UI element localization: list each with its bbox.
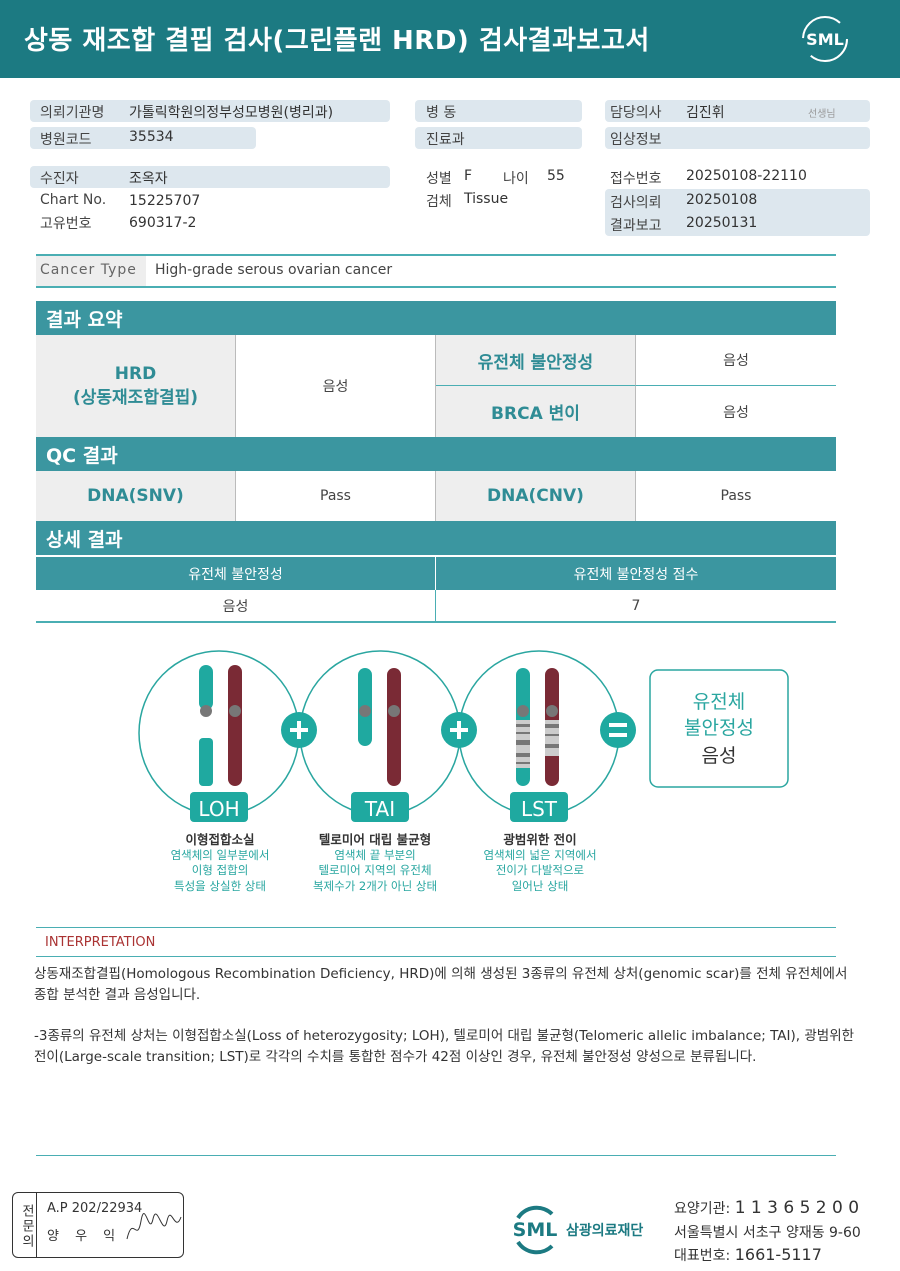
- org-phone: 대표번호: 1661-5117: [674, 1245, 822, 1264]
- hrd-value: 음성: [236, 335, 436, 437]
- brca-value: 음성: [723, 404, 749, 421]
- specimen-value: Tissue: [464, 191, 509, 207]
- receipt-label: 접수번호: [610, 171, 662, 187]
- institution-code: 요양기관: 1 1 3 6 5 2 0 0: [674, 1198, 860, 1218]
- genomic-instability-label: 유전체 불안정성: [436, 335, 636, 386]
- cnv-value: Pass: [720, 488, 752, 504]
- interpretation-paragraph: 상동재조합결핍(Homologous Recombination Deficie…: [34, 966, 848, 1003]
- loh-ellipse: [138, 650, 300, 816]
- institution-label: 의뢰기관명: [40, 105, 105, 121]
- age-value: 55: [547, 168, 565, 184]
- equals-icon: [600, 712, 636, 748]
- interpretation-body: 상동재조합결핍(Homologous Recombination Deficie…: [34, 964, 864, 1068]
- institution-value: 가톨릭학원의정부성모병원(병리과): [129, 105, 334, 121]
- loh-tag: LOH: [190, 792, 248, 822]
- svg-text:SML: SML: [806, 30, 844, 49]
- report-date-label: 결과보고: [610, 218, 662, 234]
- svg-text:SML: SML: [513, 1219, 558, 1241]
- patient-value: 조옥자: [129, 171, 168, 187]
- qc-section-title: QC 결과: [36, 437, 836, 471]
- age-label: 나이: [503, 171, 529, 187]
- pathologist-name: 양 우 익: [47, 1229, 122, 1244]
- snv-value: Pass: [236, 471, 436, 521]
- stamp-label: 전문의: [13, 1193, 37, 1257]
- result-line2: 불안정성: [684, 717, 754, 739]
- detail-value-score: 7: [436, 590, 836, 623]
- interpretation-paragraph: -3종류의 유전체 상처는 이형접합소실(Loss of heterozygos…: [34, 1028, 855, 1065]
- clinical-label: 임상정보: [610, 132, 662, 148]
- lst-tag: LST: [510, 792, 568, 822]
- hrd-label: HRD (상동재조합결핍): [36, 335, 236, 437]
- hospital-code-value: 35534: [129, 129, 174, 145]
- cancer-type-row: Cancer Type High-grade serous ovarian ca…: [36, 254, 836, 288]
- detail-value-gi: 음성: [36, 590, 436, 623]
- report-date-value: 20250131: [686, 215, 758, 231]
- sex-label: 성별: [426, 171, 452, 187]
- signature-icon: [126, 1213, 182, 1240]
- summary-section-title: 결과 요약: [36, 301, 836, 335]
- doctor-value: 김진휘: [686, 105, 725, 121]
- doctor-suffix: 선생님: [808, 109, 836, 120]
- org-name: 삼광의료재단: [566, 1223, 644, 1239]
- lst-description: 광범위한 전이 염색체의 넓은 지역에서 전이가 다발적으로 일어난 상태: [483, 832, 597, 893]
- hrd-diagram: 유전체 불안정성 음성 LOH TAI LST: [138, 650, 789, 822]
- plus-icon: [281, 712, 317, 748]
- ap-number: A.P 202/22934: [47, 1201, 143, 1216]
- cnv-label: DNA(CNV): [436, 471, 636, 521]
- doctor-label: 담당의사: [610, 105, 662, 121]
- loh-chromosomes-icon: [199, 665, 242, 786]
- plus-icon: [441, 712, 477, 748]
- org-address: 서울특별시 서초구 양재동 9-60: [674, 1225, 861, 1241]
- request-value: 20250108: [686, 192, 758, 208]
- patient-label: 수진자: [40, 171, 79, 187]
- svg-text:TAI: TAI: [364, 797, 395, 821]
- specimen-label: 검체: [426, 194, 452, 210]
- pathologist-stamp: 전문의 A.P 202/22934 양 우 익: [12, 1192, 184, 1258]
- id-value: 690317-2: [129, 215, 197, 231]
- sml-org-logo-icon: SML: [513, 1205, 558, 1255]
- detail-header-gi: 유전체 불안정성: [36, 556, 436, 590]
- detail-section-title: 상세 결과: [36, 521, 836, 555]
- report-header: 상동 재조합 결핍 검사(그린플랜 HRD) 검사결과보고서 SML: [0, 0, 900, 78]
- dept-label: 진료과: [426, 132, 465, 148]
- genomic-instability-value: 음성: [636, 335, 836, 386]
- sex-value: F: [464, 168, 473, 184]
- lst-ellipse: [458, 650, 620, 816]
- tai-tag: TAI: [351, 792, 409, 822]
- tai-description: 텔로미어 대립 불균형 염색체 끝 부분의 텔로미어 지역의 유전체 복제수가 2개가…: [312, 832, 438, 893]
- id-label: 고유번호: [40, 216, 92, 232]
- interpretation-title: INTERPRETATION: [45, 935, 156, 950]
- receipt-value: 20250108-22110: [686, 168, 807, 184]
- lst-chromosomes-icon: [516, 668, 559, 786]
- chart-label: Chart No.: [40, 192, 107, 208]
- snv-label: DNA(SNV): [36, 471, 236, 521]
- sml-logo-icon: SML: [802, 16, 848, 62]
- result-line1: 유전체: [693, 691, 745, 713]
- tai-chromosomes-icon: [358, 668, 401, 786]
- chart-value: 15225707: [129, 193, 201, 209]
- svg-text:LOH: LOH: [198, 797, 239, 821]
- detail-header-score: 유전체 불안정성 점수: [436, 556, 836, 590]
- hospital-code-label: 병원코드: [40, 132, 92, 148]
- ward-label: 병 동: [426, 105, 457, 121]
- svg-text:LST: LST: [521, 797, 558, 821]
- cancer-type-value: High-grade serous ovarian cancer: [155, 262, 393, 278]
- request-label: 검사의뢰: [610, 195, 662, 211]
- brca-label: BRCA 변이: [436, 386, 636, 437]
- result-value: 음성: [702, 745, 737, 767]
- loh-description: 이형접합소실 염색체의 일부분에서 이형 접합의 특성을 상실한 상태: [170, 832, 270, 893]
- report-title: 상동 재조합 결핍 검사(그린플랜 HRD) 검사결과보고서: [24, 26, 650, 56]
- cancer-type-label: Cancer Type: [36, 256, 146, 286]
- tai-ellipse: [299, 650, 461, 816]
